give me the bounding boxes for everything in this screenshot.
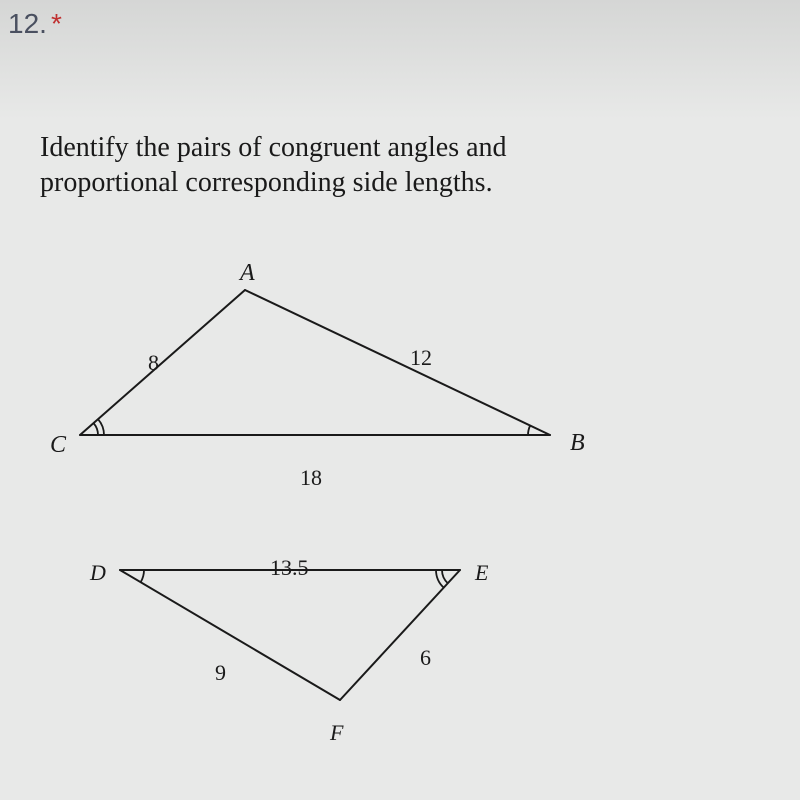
vertex-e-label: E bbox=[475, 560, 488, 586]
vertex-f-label: F bbox=[330, 720, 343, 746]
side-ef-label: 6 bbox=[420, 645, 431, 671]
vertex-b-label: B bbox=[570, 430, 585, 457]
triangle-abc bbox=[0, 0, 800, 800]
vertex-a-label: A bbox=[240, 260, 255, 287]
side-cb-label: 18 bbox=[300, 465, 322, 491]
vertex-d-label: D bbox=[90, 560, 106, 586]
side-ac-label: 8 bbox=[148, 350, 159, 376]
vertex-c-label: C bbox=[50, 432, 66, 459]
side-ab-label: 12 bbox=[410, 345, 432, 371]
side-de-label: 13.5 bbox=[270, 555, 309, 581]
side-df-label: 9 bbox=[215, 660, 226, 686]
